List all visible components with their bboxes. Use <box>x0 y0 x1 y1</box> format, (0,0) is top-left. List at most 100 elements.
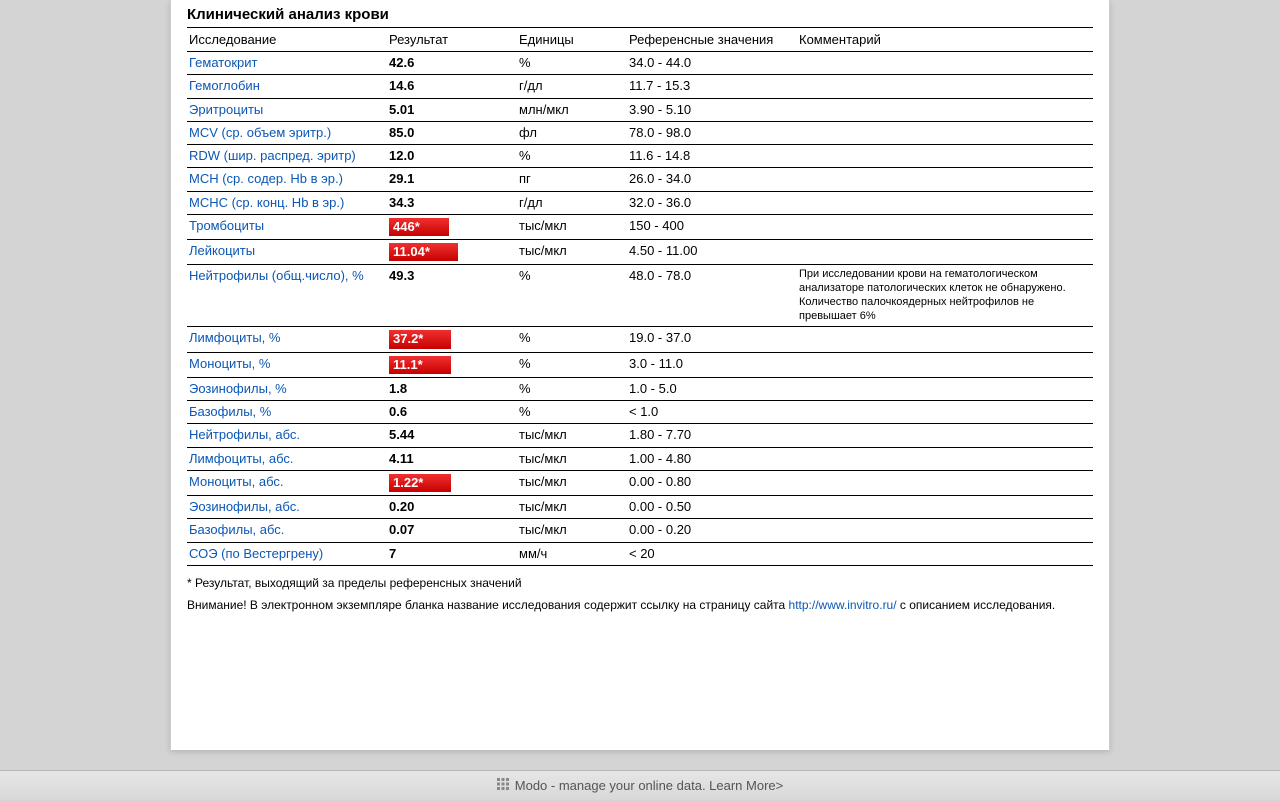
units-value: тыс/мкл <box>517 240 627 265</box>
comment-text <box>797 447 1093 470</box>
reference-range: 78.0 - 98.0 <box>627 121 797 144</box>
comment-text <box>797 75 1093 98</box>
test-name-link[interactable]: Эозинофилы, абс. <box>187 496 387 519</box>
units-value: % <box>517 377 627 400</box>
test-name-link[interactable]: Нейтрофилы, абс. <box>187 424 387 447</box>
test-name-link[interactable]: СОЭ (по Вестергрену) <box>187 542 387 565</box>
comment-text <box>797 214 1093 239</box>
comment-text <box>797 191 1093 214</box>
test-name-link[interactable]: Базофилы, абс. <box>187 519 387 542</box>
units-value: тыс/мкл <box>517 496 627 519</box>
reference-range: 1.80 - 7.70 <box>627 424 797 447</box>
footnote-warn-text: Внимание! В электронном экземпляре бланк… <box>187 598 789 612</box>
reference-range: 3.90 - 5.10 <box>627 98 797 121</box>
reference-range: 32.0 - 36.0 <box>627 191 797 214</box>
reference-range: 150 - 400 <box>627 214 797 239</box>
test-name-link[interactable]: Лимфоциты, % <box>187 327 387 352</box>
test-name-link[interactable]: MCHC (ср. конц. Hb в эр.) <box>187 191 387 214</box>
result-value: 0.20 <box>387 496 517 519</box>
units-value: тыс/мкл <box>517 214 627 239</box>
table-row: Эозинофилы, %1.8%1.0 - 5.0 <box>187 377 1093 400</box>
test-name-link[interactable]: MCV (ср. объем эритр.) <box>187 121 387 144</box>
footnote-star: * Результат, выходящий за пределы рефере… <box>187 576 1093 590</box>
reference-range: < 1.0 <box>627 401 797 424</box>
abnormal-badge: 11.04* <box>389 243 458 261</box>
footnote-link[interactable]: http://www.invitro.ru/ <box>789 598 897 612</box>
table-row: Тромбоциты446* тыс/мкл150 - 400 <box>187 214 1093 239</box>
result-value: 14.6 <box>387 75 517 98</box>
units-value: % <box>517 265 627 327</box>
reference-range: < 20 <box>627 542 797 565</box>
table-row: Нейтрофилы (общ.число), %49.3%48.0 - 78.… <box>187 265 1093 327</box>
test-name-link[interactable]: Гемоглобин <box>187 75 387 98</box>
units-value: фл <box>517 121 627 144</box>
footnotes: * Результат, выходящий за пределы рефере… <box>187 576 1093 612</box>
col-test: Исследование <box>187 28 387 52</box>
result-value: 446* <box>387 214 517 239</box>
test-name-link[interactable]: Тромбоциты <box>187 214 387 239</box>
reference-range: 48.0 - 78.0 <box>627 265 797 327</box>
table-row: Гематокрит42.6%34.0 - 44.0 <box>187 52 1093 75</box>
result-value: 11.1* <box>387 352 517 377</box>
comment-text <box>797 145 1093 168</box>
comment-text <box>797 470 1093 495</box>
lab-results-table: Исследование Результат Единицы Референсн… <box>187 27 1093 566</box>
table-row: СОЭ (по Вестергрену)7мм/ч< 20 <box>187 542 1093 565</box>
test-name-link[interactable]: Лейкоциты <box>187 240 387 265</box>
result-value: 29.1 <box>387 168 517 191</box>
comment-text <box>797 327 1093 352</box>
reference-range: 0.00 - 0.20 <box>627 519 797 542</box>
test-name-link[interactable]: Гематокрит <box>187 52 387 75</box>
test-name-link[interactable]: Нейтрофилы (общ.число), % <box>187 265 387 327</box>
result-value: 37.2* <box>387 327 517 352</box>
units-value: тыс/мкл <box>517 424 627 447</box>
comment-text <box>797 168 1093 191</box>
abnormal-badge: 446* <box>389 218 449 236</box>
test-name-link[interactable]: Лимфоциты, абс. <box>187 447 387 470</box>
result-value: 85.0 <box>387 121 517 144</box>
comment-text <box>797 98 1093 121</box>
table-row: Базофилы, %0.6%< 1.0 <box>187 401 1093 424</box>
result-value: 5.01 <box>387 98 517 121</box>
table-row: Эозинофилы, абс.0.20тыс/мкл0.00 - 0.50 <box>187 496 1093 519</box>
comment-text <box>797 52 1093 75</box>
units-value: млн/мкл <box>517 98 627 121</box>
comment-text <box>797 542 1093 565</box>
reference-range: 26.0 - 34.0 <box>627 168 797 191</box>
reference-range: 4.50 - 11.00 <box>627 240 797 265</box>
reference-range: 1.0 - 5.0 <box>627 377 797 400</box>
units-value: г/дл <box>517 191 627 214</box>
report-title: Клинический анализ крови <box>187 6 1093 23</box>
units-value: % <box>517 327 627 352</box>
test-name-link[interactable]: Моноциты, абс. <box>187 470 387 495</box>
comment-text <box>797 401 1093 424</box>
test-name-link[interactable]: RDW (шир. распред. эритр) <box>187 145 387 168</box>
table-row: Базофилы, абс.0.07тыс/мкл0.00 - 0.20 <box>187 519 1093 542</box>
table-row: Моноциты, %11.1*%3.0 - 11.0 <box>187 352 1093 377</box>
test-name-link[interactable]: Моноциты, % <box>187 352 387 377</box>
table-row: Лимфоциты, %37.2*%19.0 - 37.0 <box>187 327 1093 352</box>
reference-range: 0.00 - 0.50 <box>627 496 797 519</box>
table-row: Лимфоциты, абс.4.11тыс/мкл1.00 - 4.80 <box>187 447 1093 470</box>
abnormal-badge: 11.1* <box>389 356 451 374</box>
table-row: Моноциты, абс.1.22*тыс/мкл0.00 - 0.80 <box>187 470 1093 495</box>
units-value: % <box>517 401 627 424</box>
reference-range: 0.00 - 0.80 <box>627 470 797 495</box>
test-name-link[interactable]: Базофилы, % <box>187 401 387 424</box>
test-name-link[interactable]: Эритроциты <box>187 98 387 121</box>
ad-bar[interactable]: Modo - manage your online data. Learn Mo… <box>0 770 1280 800</box>
test-name-link[interactable]: Эозинофилы, % <box>187 377 387 400</box>
test-name-link[interactable]: MCH (ср. содер. Hb в эр.) <box>187 168 387 191</box>
result-value: 1.22* <box>387 470 517 495</box>
table-row: Лейкоциты11.04* тыс/мкл4.50 - 11.00 <box>187 240 1093 265</box>
units-value: % <box>517 145 627 168</box>
reference-range: 34.0 - 44.0 <box>627 52 797 75</box>
reference-range: 1.00 - 4.80 <box>627 447 797 470</box>
table-row: MCH (ср. содер. Hb в эр.)29.1пг26.0 - 34… <box>187 168 1093 191</box>
result-value: 49.3 <box>387 265 517 327</box>
col-units: Единицы <box>517 28 627 52</box>
footnote-warning: Внимание! В электронном экземпляре бланк… <box>187 598 1093 612</box>
comment-text <box>797 377 1093 400</box>
comment-text <box>797 121 1093 144</box>
table-row: Эритроциты5.01млн/мкл3.90 - 5.10 <box>187 98 1093 121</box>
